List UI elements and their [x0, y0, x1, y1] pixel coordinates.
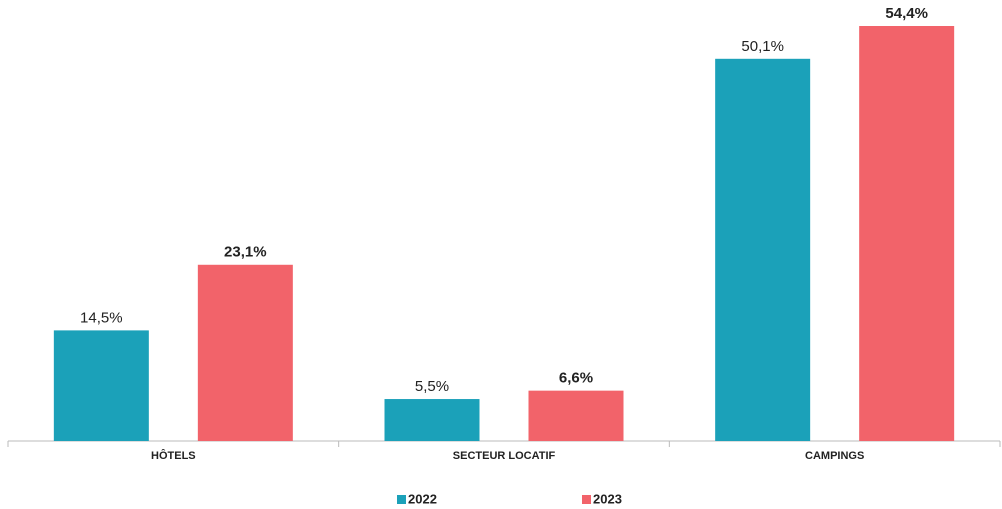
legend-label: 2022: [408, 491, 437, 506]
legend-swatch: [397, 495, 406, 504]
bar: [53, 330, 149, 441]
bar: [384, 399, 480, 441]
bar: [528, 390, 624, 441]
data-label: 54,4%: [885, 5, 928, 22]
x-tick-label: CAMPINGS: [805, 450, 864, 462]
bar: [859, 26, 955, 441]
x-tick-label: SECTEUR LOCATIF: [453, 450, 556, 462]
data-label: 6,6%: [559, 370, 593, 387]
x-tick-label: HÔTELS: [151, 449, 196, 462]
legend-label: 2023: [593, 491, 622, 506]
data-label: 5,5%: [415, 378, 449, 395]
data-label: 14,5%: [80, 309, 123, 326]
data-label: 50,1%: [741, 38, 784, 55]
bar: [197, 264, 293, 441]
legend-swatch: [582, 495, 591, 504]
data-label: 23,1%: [224, 244, 267, 261]
bar: [715, 58, 811, 441]
